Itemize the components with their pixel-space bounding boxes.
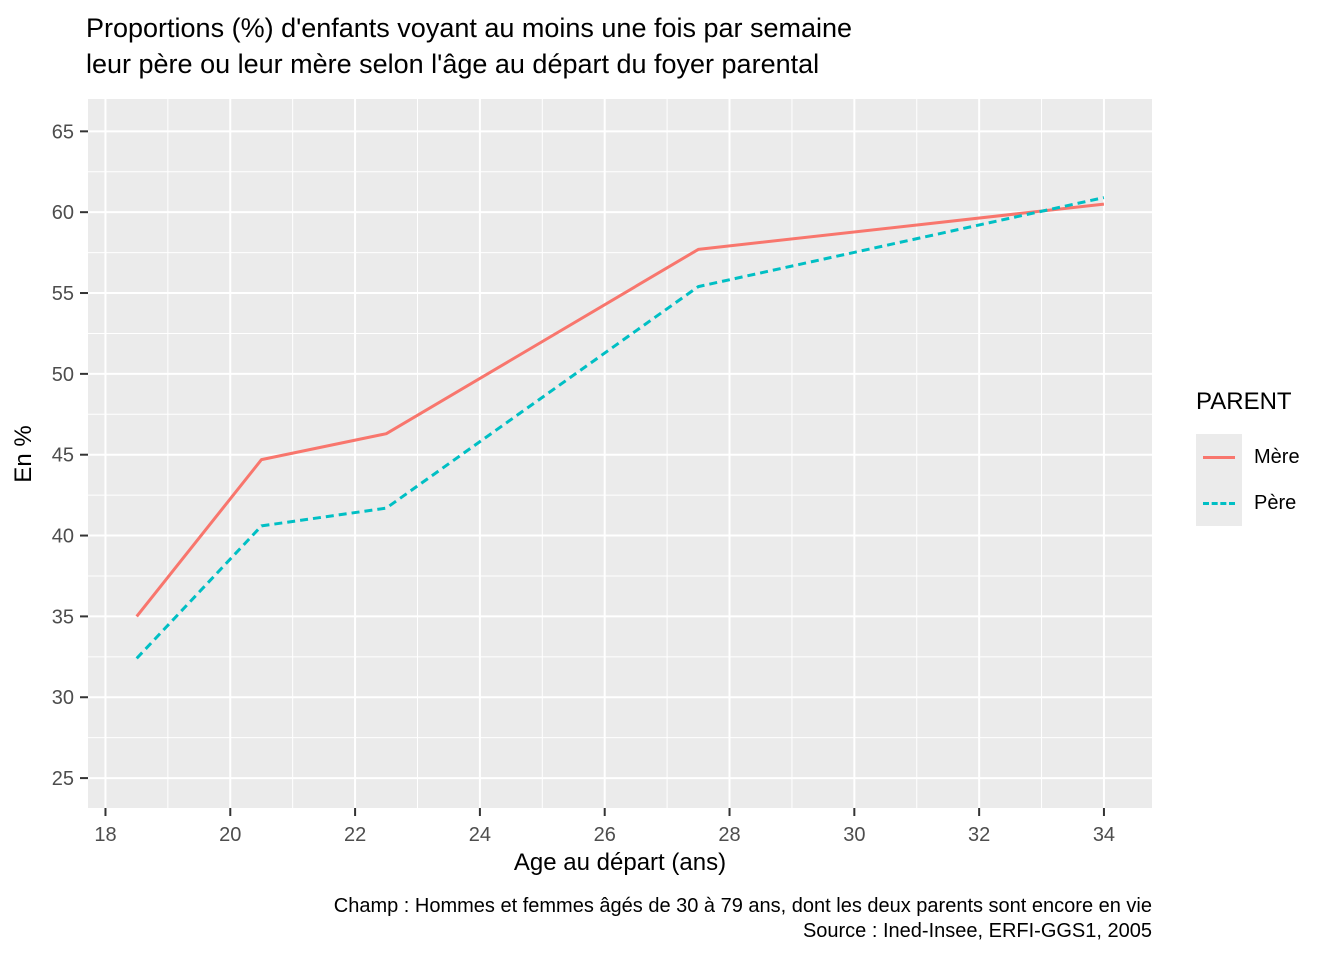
- chart-title-line-1: Proportions (%) d'enfants voyant au moin…: [86, 13, 853, 43]
- y-tick-label: 40: [52, 526, 74, 548]
- y-tick-label: 50: [52, 364, 74, 386]
- x-tick-label: 22: [344, 824, 366, 846]
- y-tick-label: 45: [52, 445, 74, 467]
- caption: Champ : Hommes et femmes âgés de 30 à 79…: [88, 894, 1152, 944]
- y-axis-title: En %: [10, 425, 37, 483]
- legend-item-pere: Père: [1196, 480, 1300, 526]
- x-tick-label: 26: [594, 824, 616, 846]
- x-tick-label: 20: [219, 824, 241, 846]
- x-axis-title: Age au départ (ans): [513, 849, 727, 876]
- x-tick-label: 34: [1093, 824, 1115, 846]
- y-tick-label: 60: [52, 202, 74, 224]
- x-tick-label: 24: [469, 824, 491, 846]
- y-tick-label: 25: [52, 768, 74, 790]
- chart-title: Proportions (%) d'enfants voyant au moin…: [86, 10, 852, 82]
- caption-source: Source : Ined-Insee, ERFI-GGS1, 2005: [802, 920, 1152, 942]
- y-tick-label: 30: [52, 687, 74, 709]
- series-line-mere: [135, 202, 1105, 618]
- legend-key-mere: [1196, 434, 1242, 480]
- legend: PARENT Mère Père: [1196, 388, 1300, 526]
- x-tick-label: 18: [94, 824, 116, 846]
- panel-background: [88, 99, 1152, 808]
- legend-key-pere: [1196, 480, 1242, 526]
- series-line-pere: [135, 196, 1105, 660]
- y-tick-label: 35: [52, 606, 74, 628]
- y-tick-label: 55: [52, 283, 74, 305]
- dashed-line-swatch-icon: [1203, 501, 1235, 505]
- x-tick-label: 28: [718, 824, 740, 846]
- x-tick-label: 32: [968, 824, 990, 846]
- legend-title: PARENT: [1196, 388, 1292, 415]
- legend-label-pere: Père: [1254, 491, 1297, 514]
- x-tick-label: 30: [843, 824, 865, 846]
- y-tick-label: 65: [52, 121, 74, 143]
- chart-title-line-2: leur père ou leur mère selon l'âge au dé…: [86, 49, 820, 79]
- solid-line-swatch-icon: [1203, 455, 1235, 459]
- legend-item-mere: Mère: [1196, 434, 1300, 480]
- legend-label-mere: Mère: [1254, 445, 1300, 468]
- caption-champ: Champ : Hommes et femmes âgés de 30 à 79…: [333, 895, 1152, 917]
